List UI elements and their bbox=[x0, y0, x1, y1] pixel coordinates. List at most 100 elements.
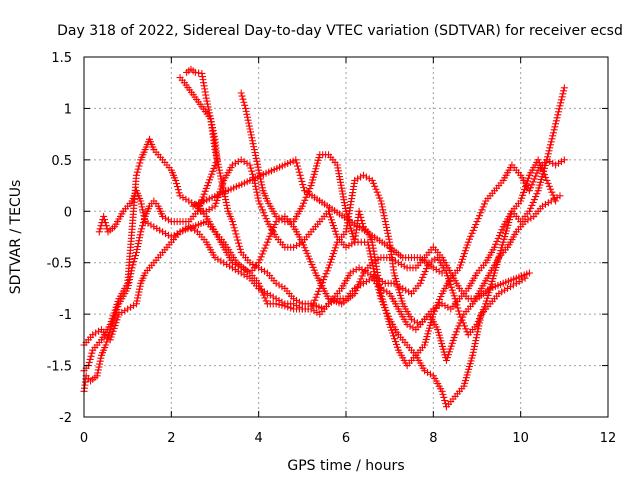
data-point bbox=[537, 162, 545, 170]
data-point bbox=[543, 156, 551, 164]
data-point bbox=[223, 204, 231, 212]
data-point bbox=[248, 167, 256, 175]
data-point bbox=[179, 226, 187, 234]
data-point bbox=[247, 128, 255, 136]
data-point bbox=[558, 93, 566, 101]
data-point bbox=[394, 259, 402, 267]
data-point bbox=[527, 184, 535, 192]
data-point bbox=[461, 322, 469, 330]
data-point bbox=[185, 197, 193, 205]
x-tick-label: 12 bbox=[600, 431, 617, 446]
data-point bbox=[439, 390, 447, 398]
data-point bbox=[493, 237, 501, 245]
data-point bbox=[262, 241, 270, 249]
data-point bbox=[358, 272, 366, 280]
data-point bbox=[469, 348, 477, 356]
data-point bbox=[383, 288, 391, 296]
data-point bbox=[416, 279, 424, 287]
data-point bbox=[287, 304, 295, 312]
data-point bbox=[521, 274, 529, 282]
data-point bbox=[370, 272, 378, 280]
data-point bbox=[138, 203, 146, 211]
data-point bbox=[378, 200, 386, 208]
data-point bbox=[444, 303, 452, 311]
data-point bbox=[548, 188, 556, 196]
data-point bbox=[528, 181, 536, 189]
data-point bbox=[275, 281, 283, 289]
data-point bbox=[422, 265, 430, 273]
data-point bbox=[89, 331, 97, 339]
data-point bbox=[312, 293, 320, 301]
data-point bbox=[292, 156, 300, 164]
data-point bbox=[229, 221, 237, 229]
data-point bbox=[432, 266, 440, 274]
data-point bbox=[528, 201, 536, 209]
data-point bbox=[86, 355, 94, 363]
data-point bbox=[262, 215, 270, 223]
data-point bbox=[295, 240, 303, 248]
data-point bbox=[471, 340, 479, 348]
data-point bbox=[231, 260, 239, 268]
data-point bbox=[100, 212, 108, 220]
data-point bbox=[532, 172, 540, 180]
data-point bbox=[351, 284, 359, 292]
data-point bbox=[234, 262, 242, 270]
data-point bbox=[473, 218, 481, 226]
data-point bbox=[93, 372, 101, 380]
data-point bbox=[553, 114, 561, 122]
data-point bbox=[424, 368, 432, 376]
data-point bbox=[438, 269, 446, 277]
x-tick-label: 4 bbox=[255, 431, 263, 446]
data-point bbox=[429, 305, 437, 313]
data-point bbox=[140, 212, 148, 220]
data-point bbox=[545, 182, 553, 190]
data-point bbox=[428, 257, 436, 265]
data-point bbox=[278, 216, 286, 224]
data-point bbox=[539, 202, 546, 210]
data-point bbox=[124, 305, 132, 313]
data-point bbox=[393, 281, 401, 289]
data-point bbox=[294, 162, 302, 170]
data-point bbox=[342, 243, 350, 251]
data-point bbox=[258, 266, 266, 274]
data-point bbox=[255, 166, 263, 174]
data-point bbox=[535, 159, 543, 167]
axis-ticks: 0 2 4 6 8 10 12 1.5 1 0.5 0 -0.5 -1 -1.5 -2 bbox=[47, 51, 617, 446]
data-point bbox=[377, 197, 385, 205]
data-point bbox=[533, 169, 541, 177]
data-point bbox=[405, 288, 413, 296]
data-point bbox=[230, 224, 238, 232]
x-tick-label: 2 bbox=[167, 431, 175, 446]
data-point bbox=[265, 235, 273, 243]
data-point bbox=[135, 162, 143, 170]
data-point bbox=[223, 260, 231, 268]
x-tick-label: 0 bbox=[80, 431, 88, 446]
data-point bbox=[138, 225, 146, 233]
data-point bbox=[345, 242, 353, 250]
data-point bbox=[176, 192, 184, 200]
data-point bbox=[440, 393, 448, 401]
data-point bbox=[228, 259, 236, 267]
data-point bbox=[252, 185, 260, 193]
data-point bbox=[379, 206, 387, 214]
data-point bbox=[357, 213, 365, 221]
data-point bbox=[419, 273, 427, 281]
series-7 bbox=[176, 74, 446, 277]
data-point bbox=[222, 198, 230, 206]
data-point bbox=[477, 209, 485, 217]
data-point bbox=[137, 228, 145, 236]
data-point bbox=[139, 206, 147, 214]
data-point bbox=[437, 293, 445, 301]
data-point bbox=[232, 230, 240, 238]
data-point bbox=[94, 366, 102, 374]
data-point bbox=[272, 300, 280, 308]
data-point bbox=[253, 191, 261, 199]
data-point bbox=[258, 288, 266, 296]
data-point bbox=[556, 102, 564, 110]
data-point bbox=[272, 212, 280, 220]
data-point bbox=[300, 199, 308, 207]
data-point bbox=[260, 247, 268, 255]
data-point bbox=[240, 158, 248, 166]
data-point bbox=[297, 174, 305, 182]
data-point bbox=[495, 290, 503, 298]
